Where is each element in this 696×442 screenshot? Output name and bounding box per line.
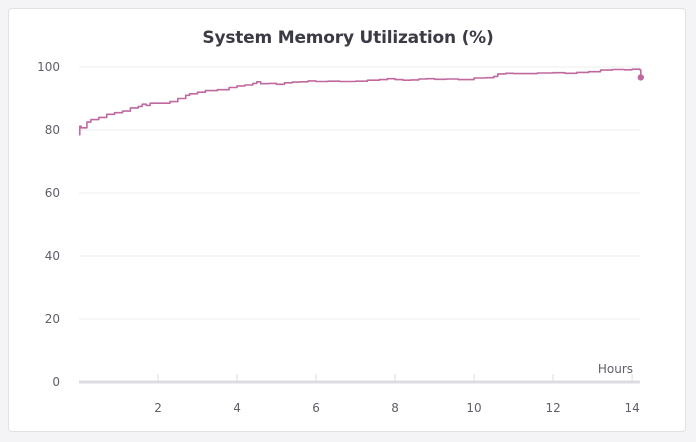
- y-tick-label-0: 0: [52, 375, 60, 389]
- x-tick-label-6: 6: [312, 401, 320, 415]
- chart-title: System Memory Utilization (%): [202, 28, 494, 48]
- x-tick-label-12: 12: [545, 401, 560, 415]
- grid-layer: [79, 66, 640, 320]
- x-tick-label-4: 4: [233, 401, 241, 415]
- chart-panel: [8, 8, 686, 432]
- x-tick-label-8: 8: [391, 401, 399, 415]
- x-tick-label-10: 10: [466, 401, 481, 415]
- x-tick-label-2: 2: [154, 401, 162, 415]
- y-tick-label-40: 40: [45, 249, 60, 263]
- y-tick-label-20: 20: [45, 312, 60, 326]
- series-end-point-0: [637, 74, 644, 81]
- y-tick-label-60: 60: [45, 186, 60, 200]
- y-tick-label-80: 80: [45, 123, 60, 137]
- series-line-0: [79, 68, 642, 136]
- x-tick-label-14: 14: [624, 401, 639, 415]
- axis-layer: 0 20 40 60 80 100 2 4 6 8 10 12 14 Hours: [37, 60, 640, 415]
- series-layer: [79, 68, 644, 136]
- y-tick-label-100: 100: [37, 60, 60, 74]
- x-axis-title: Hours: [598, 362, 633, 376]
